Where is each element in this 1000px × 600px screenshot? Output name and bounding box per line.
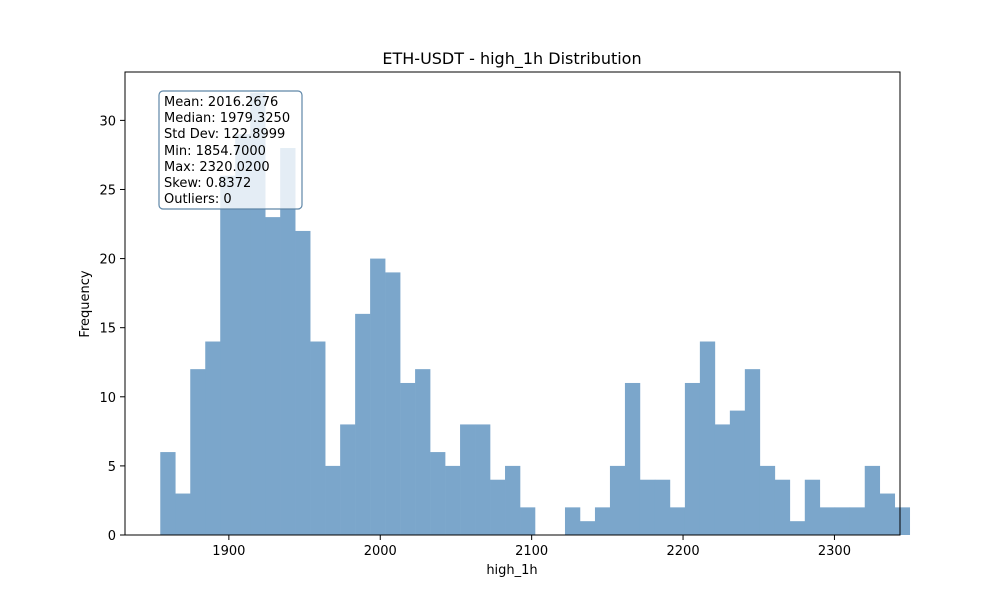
- histogram-bar: [819, 507, 836, 535]
- histogram-bar: [834, 507, 851, 535]
- histogram-bar: [355, 313, 371, 535]
- histogram-bar: [175, 493, 191, 535]
- histogram-bar: [789, 521, 806, 535]
- stats-box-background: [158, 90, 303, 210]
- histogram-bar: [609, 465, 626, 535]
- y-tick-label: 5: [108, 460, 116, 475]
- histogram-bar: [579, 521, 596, 535]
- y-axis-ticks: 0 5 10 15 20 25 30: [99, 114, 125, 544]
- histogram-bar: [340, 424, 356, 535]
- histogram-bar: [744, 369, 761, 535]
- histogram-bar: [714, 424, 731, 535]
- y-tick-label: 25: [99, 183, 116, 198]
- histogram-bar: [445, 465, 461, 535]
- histogram-bar: [804, 479, 821, 535]
- histogram-bar: [505, 465, 521, 535]
- histogram-bar: [564, 507, 581, 535]
- stat-mean: Mean: 2016.2676: [164, 95, 278, 110]
- histogram-bar: [415, 369, 431, 535]
- plot-frame: [124, 71, 901, 536]
- histogram-bar: [759, 465, 776, 535]
- histogram-bar: [684, 382, 701, 535]
- y-tick-label: 0: [108, 529, 116, 544]
- stat-min: Min: 1854.7000: [164, 144, 266, 159]
- x-tick-label: 2300: [818, 544, 851, 559]
- histogram-bar: [894, 507, 911, 535]
- stat-median: Median: 1979.3250: [164, 111, 290, 126]
- bars-group: [160, 92, 911, 536]
- histogram-bar: [160, 452, 176, 535]
- y-axis-label: Frequency: [78, 270, 93, 337]
- x-tick-label: 1900: [212, 544, 245, 559]
- stat-std-dev: Std Dev: 122.8999: [164, 127, 285, 142]
- histogram-bar: [774, 479, 791, 535]
- histogram-bar: [849, 507, 866, 535]
- histogram-bar: [190, 369, 206, 535]
- histogram-bar: [235, 134, 251, 535]
- stats-box: Mean: 2016.2676 Median: 1979.3250 Std De…: [158, 90, 303, 210]
- histogram-bar: [520, 507, 536, 535]
- histogram-bar: [205, 341, 221, 535]
- histogram-bar: [729, 410, 746, 535]
- histogram-bar: [400, 382, 416, 535]
- histogram-bar: [295, 230, 311, 535]
- histogram-bar: [310, 341, 326, 535]
- histogram-bar: [220, 175, 236, 535]
- stat-outliers: Outliers: 0: [164, 192, 232, 207]
- histogram-bar: [430, 452, 446, 535]
- y-tick-label: 30: [99, 114, 116, 129]
- x-tick-label: 2100: [515, 544, 548, 559]
- histogram-bar: [475, 424, 491, 535]
- histogram-bar: [654, 479, 671, 535]
- stat-skew: Skew: 0.8372: [164, 176, 251, 191]
- stat-max: Max: 2320.0200: [164, 160, 270, 175]
- histogram-bar: [280, 148, 296, 535]
- x-tick-label: 2200: [667, 544, 700, 559]
- histogram-bar: [325, 465, 341, 535]
- histogram-bar: [370, 258, 386, 535]
- histogram-bar: [460, 424, 476, 535]
- histogram-bar: [265, 217, 281, 536]
- histogram-bar: [864, 465, 881, 535]
- histogram-bar: [879, 493, 896, 535]
- histogram-bar: [624, 382, 641, 535]
- histogram-bar: [639, 479, 656, 535]
- x-axis-ticks: 1900 2000 2100 2200 2300: [212, 535, 851, 559]
- chart-title: ETH-USDT - high_1h Distribution: [382, 49, 641, 69]
- y-tick-label: 20: [99, 253, 116, 268]
- histogram-bar: [490, 479, 506, 535]
- x-axis-label: high_1h: [486, 563, 537, 578]
- histogram-bar: [385, 272, 401, 535]
- histogram-bar: [594, 507, 611, 535]
- y-tick-label: 15: [99, 322, 116, 337]
- histogram-bar: [669, 507, 686, 535]
- histogram-bar: [699, 341, 716, 535]
- y-tick-label: 10: [99, 391, 116, 406]
- x-tick-label: 2000: [364, 544, 397, 559]
